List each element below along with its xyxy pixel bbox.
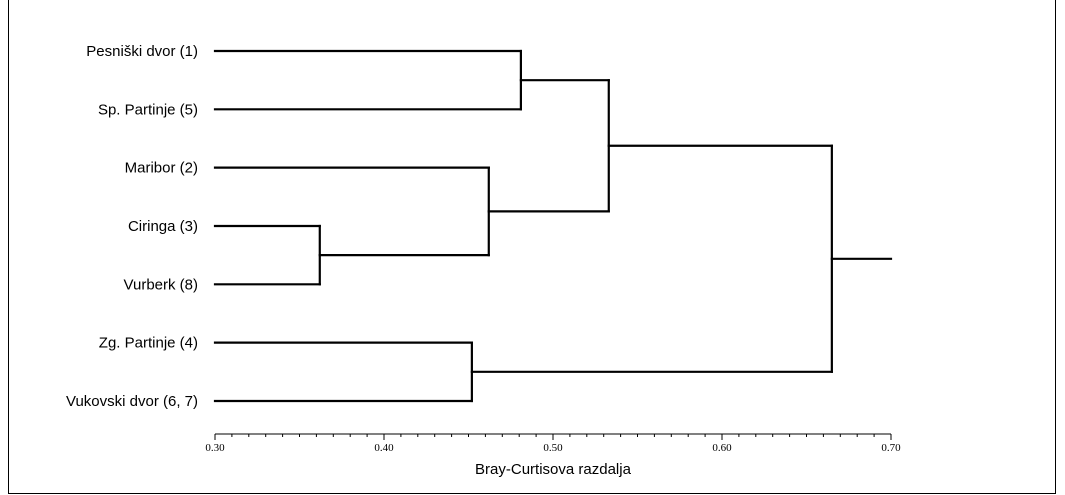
tick-label: 0.70 <box>881 442 901 454</box>
leaf-label: Vurberk (8) <box>124 276 198 293</box>
tick-label: 0.40 <box>374 442 394 454</box>
chart-frame <box>8 0 1056 494</box>
x-axis-title: Bray-Curtisova razdalja <box>475 461 632 478</box>
leaf-label: Vukovski dvor (6, 7) <box>66 393 198 410</box>
tick-label: 0.50 <box>543 442 563 454</box>
branches-group <box>213 49 893 403</box>
tick-label: 0.30 <box>205 442 225 454</box>
leaf-labels-group: Pesniški dvor (1) Sp. Partinje (5) Maribor… <box>66 43 198 410</box>
leaf-label: Pesniški dvor (1) <box>86 43 198 60</box>
tick-label: 0.60 <box>712 442 732 454</box>
leaf-label: Zg. Partinje (4) <box>99 335 198 352</box>
leaf-label: Maribor (2) <box>125 160 198 177</box>
x-axis-ticks: 0.30 0.40 0.50 0.60 0.70 <box>205 434 901 454</box>
leaf-label: Sp. Partinje (5) <box>98 101 198 118</box>
x-axis: 0.30 0.40 0.50 0.60 0.70 <box>205 433 901 454</box>
leaf-label: Ciringa (3) <box>128 218 198 235</box>
